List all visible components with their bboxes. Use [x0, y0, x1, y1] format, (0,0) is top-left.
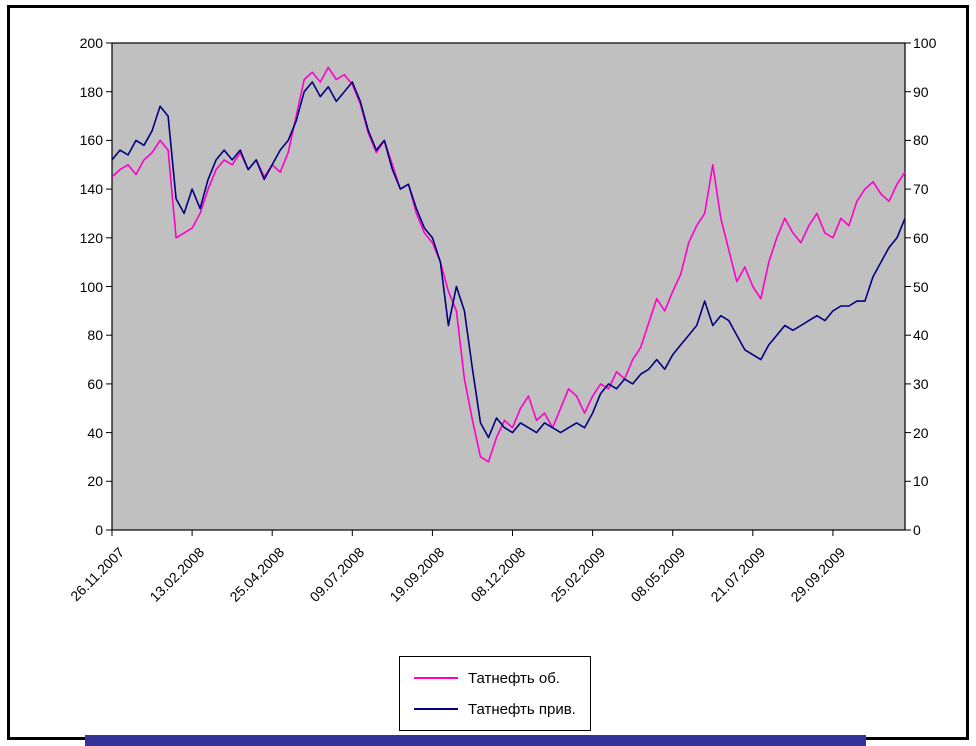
- series-line-1: [111, 81, 906, 439]
- y-axis-right-label: 40: [913, 327, 929, 344]
- y-axis-right-label: 90: [913, 83, 929, 100]
- legend: Татнефть об. Татнефть прив.: [399, 656, 591, 731]
- y-axis-right-label: 0: [913, 522, 921, 538]
- plot-area: [111, 42, 906, 531]
- y-axis-left-label: 100: [79, 278, 103, 295]
- y-axis-right-label: 50: [913, 278, 929, 295]
- y-axis-left-label: 140: [79, 181, 103, 198]
- y-axis-right-label: 20: [913, 424, 929, 441]
- y-axis-right-label: 80: [913, 132, 929, 149]
- y-axis-left-label: 20: [87, 473, 103, 490]
- y-axis-left-label: 80: [87, 327, 103, 344]
- y-axis-right-label: 10: [913, 473, 929, 490]
- y-axis-left-label: 160: [79, 132, 103, 149]
- y-axis-left-label: 200: [79, 35, 103, 51]
- bottom-bar: [85, 735, 866, 746]
- legend-label: Татнефть об.: [468, 669, 560, 687]
- y-axis-right-label: 60: [913, 229, 929, 246]
- y-axis-right-label: 70: [913, 181, 929, 198]
- y-axis-right-label: 100: [913, 35, 937, 51]
- legend-item: Татнефть прив.: [414, 697, 576, 721]
- legend-item: Татнефть об.: [414, 666, 576, 690]
- legend-label: Татнефть прив.: [468, 700, 576, 718]
- y-axis-left-label: 40: [87, 424, 103, 441]
- y-axis-left-label: 120: [79, 229, 103, 246]
- legend-line-sample: [414, 677, 458, 679]
- y-axis-left-label: 60: [87, 375, 103, 392]
- y-axis-right-label: 30: [913, 375, 929, 392]
- y-axis-left-label: 180: [79, 83, 103, 100]
- y-axis-left-label: 0: [95, 522, 103, 538]
- legend-line-sample: [414, 708, 458, 710]
